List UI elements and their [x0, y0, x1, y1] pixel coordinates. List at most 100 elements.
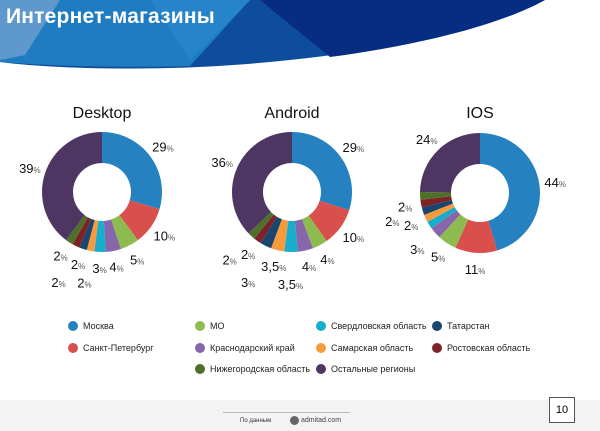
slice-Самарская область: [271, 219, 289, 252]
data-label: 2%: [51, 275, 65, 290]
legend-dot-icon: [316, 364, 326, 374]
data-label: 10%: [154, 228, 176, 243]
slice-Москва: [292, 132, 352, 211]
slice-Нижегородская область: [248, 212, 274, 239]
brand-name: admitad.com: [301, 417, 342, 424]
admitad-brand: admitad.com: [290, 416, 341, 425]
slice-Остальные регионы: [41, 132, 102, 241]
donut-charts: Desktop Android IOS29%10%5%4%3%2%2%2%2%39%…: [19, 105, 566, 292]
data-label: 10%: [343, 230, 365, 245]
slice-Краснодарский край: [431, 210, 461, 238]
data-label: 36%: [211, 155, 233, 170]
data-label: 39%: [19, 161, 41, 176]
admitad-logo-icon: [290, 416, 299, 425]
legend-dot-icon: [195, 343, 205, 353]
chart-title: Desktop: [73, 105, 132, 122]
slice-Краснодарский край: [294, 219, 313, 252]
data-label: 29%: [152, 140, 174, 155]
data-label: 5%: [431, 249, 445, 264]
data-label: 24%: [416, 132, 438, 147]
legend-label: Остальные регионы: [331, 364, 416, 374]
data-label: 3,5%: [261, 259, 286, 274]
legend-item: Свердловская область: [316, 321, 428, 331]
slice-Москва: [102, 132, 162, 210]
data-label: 3%: [92, 261, 106, 276]
source-label: По данным: [240, 418, 272, 424]
legend-item: Нижегородская область: [195, 364, 311, 374]
page-title: Интернет-магазины: [6, 5, 215, 28]
legend-item: Ростовская область: [432, 343, 572, 353]
legend-item: Остальные регионы: [316, 364, 428, 374]
legend-item: Москва: [68, 321, 190, 331]
data-label: 11%: [465, 262, 486, 277]
slice-Самарская область: [86, 220, 99, 252]
data-label: 2%: [385, 214, 399, 229]
slice-МО: [439, 214, 469, 248]
slice-Свердловская область: [427, 206, 457, 229]
data-label: 2%: [71, 257, 85, 272]
legend-dot-icon: [316, 321, 326, 331]
legend-item: МО: [195, 321, 311, 331]
data-label: 2%: [53, 249, 67, 264]
slice-Санкт-Петербург: [308, 200, 350, 241]
legend-label: Нижегородская область: [210, 364, 311, 374]
legend-label: Краснодарский край: [210, 343, 295, 353]
legend-label: Санкт-Петербург: [83, 343, 154, 353]
slice-Санкт-Петербург: [119, 200, 160, 241]
slice-Свердловская область: [94, 220, 106, 253]
legend-dot-icon: [68, 321, 78, 331]
slice-Остальные регионы: [420, 133, 480, 193]
legend-item: Татарстан: [432, 321, 572, 331]
data-label: 2%: [398, 199, 412, 214]
data-label: 29%: [343, 140, 365, 155]
data-label: 2%: [241, 247, 255, 262]
slice-Ростовская область: [72, 217, 92, 248]
slice-МО: [302, 215, 327, 249]
legend-dot-icon: [432, 321, 442, 331]
legend-label: МО: [210, 321, 225, 331]
slice-Нижегородская область: [66, 215, 88, 245]
slice-Нижегородская область: [420, 192, 452, 200]
slice-Татарстан: [79, 218, 95, 251]
data-label: 4%: [109, 260, 123, 275]
legend-label: Татарстан: [447, 321, 490, 331]
data-label: 3%: [241, 275, 255, 290]
legend-label: Свердловская область: [331, 321, 427, 331]
chart-title: IOS: [466, 105, 494, 122]
data-label: 2%: [222, 253, 236, 268]
legend-dot-icon: [68, 343, 78, 353]
legend-dot-icon: [316, 343, 326, 353]
footer: [0, 400, 600, 431]
header-banner: [0, 0, 545, 69]
legend-item: Самарская область: [316, 343, 428, 353]
data-label: 4%: [302, 259, 316, 274]
slice-Ростовская область: [254, 214, 277, 244]
slice-Татарстан: [260, 216, 282, 249]
chart-title: Android: [264, 105, 319, 122]
legend-item: Санкт-Петербург: [68, 343, 190, 353]
slice-Свердловская область: [284, 220, 298, 253]
slice-Татарстан: [421, 199, 453, 215]
slice-МО: [111, 215, 138, 249]
slice-Москва: [480, 133, 541, 251]
slice-Санкт-Петербург: [455, 219, 498, 253]
slice-Остальные регионы: [232, 132, 292, 234]
legend-item: Краснодарский край: [195, 343, 311, 353]
page-number: 10: [549, 397, 575, 423]
legend-label: Самарская область: [331, 343, 414, 353]
slice-Краснодарский край: [103, 219, 121, 252]
data-label: 44%: [544, 175, 566, 190]
footer-divider: [223, 412, 350, 413]
data-label: 3,5%: [278, 277, 303, 292]
data-label: 3%: [410, 242, 424, 257]
legend-dot-icon: [432, 343, 442, 353]
slice-Ростовская область: [420, 196, 452, 208]
legend-label: Москва: [83, 321, 114, 331]
data-label: 2%: [404, 218, 418, 233]
data-label: 5%: [130, 252, 144, 267]
legend-label: Ростовская область: [447, 343, 531, 353]
data-label: 2%: [77, 275, 91, 290]
slice-Самарская область: [424, 203, 455, 222]
data-label: 4%: [320, 252, 334, 267]
legend-dot-icon: [195, 321, 205, 331]
